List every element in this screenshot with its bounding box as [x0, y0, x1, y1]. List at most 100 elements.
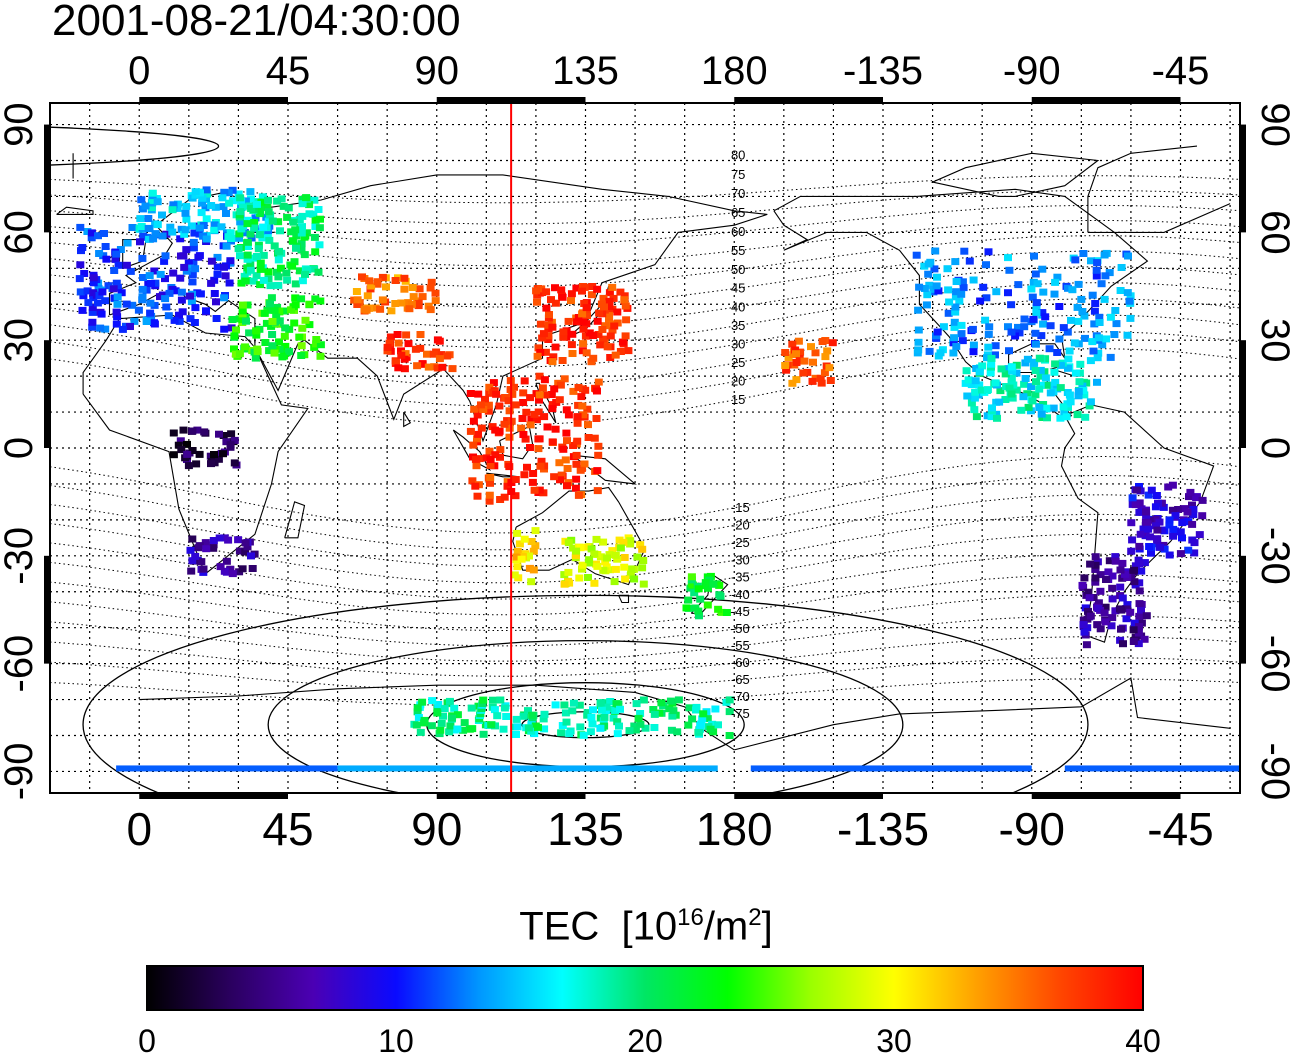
tec-point — [287, 306, 295, 314]
tec-point — [144, 215, 153, 222]
tec-point — [576, 466, 585, 474]
tec-point — [148, 196, 157, 204]
tec-point — [178, 308, 187, 316]
tec-point — [1038, 309, 1047, 317]
frame-bar-bottom — [734, 793, 883, 799]
tec-point — [1135, 508, 1144, 516]
tec-point — [600, 303, 608, 311]
tec-point — [471, 482, 480, 490]
tec-point — [393, 331, 402, 338]
tec-point — [560, 375, 569, 383]
tec-point — [173, 204, 182, 212]
tec-point — [78, 244, 87, 251]
tec-point — [96, 324, 105, 332]
tec-point — [316, 297, 325, 305]
tec-point — [599, 566, 608, 574]
tec-point — [530, 486, 539, 494]
tec-point — [562, 429, 571, 437]
tec-point — [616, 288, 625, 296]
tec-point — [1017, 406, 1026, 414]
tec-point — [1140, 635, 1149, 643]
tec-point — [489, 379, 498, 387]
tec-point — [243, 238, 252, 246]
tec-point — [474, 430, 482, 438]
tec-point — [551, 299, 560, 307]
tec-point — [627, 565, 636, 573]
tec-point — [1008, 367, 1017, 375]
tec-point — [247, 234, 256, 242]
tec-point — [257, 198, 266, 206]
tec-point — [796, 348, 805, 356]
tec-point — [601, 558, 610, 566]
tec-point — [292, 232, 301, 240]
tec-point — [499, 725, 508, 733]
tec-point — [569, 699, 578, 707]
tec-point — [564, 411, 573, 419]
tec-point — [177, 288, 186, 296]
lat-tick-label-right: -30 — [1253, 527, 1292, 585]
tec-point — [220, 567, 229, 575]
tec-point — [219, 432, 228, 439]
tec-point — [385, 339, 394, 347]
tec-point — [502, 713, 511, 720]
tec-point — [969, 341, 978, 349]
tec-point — [252, 327, 261, 335]
tec-point — [150, 301, 159, 309]
tec-point — [625, 727, 634, 735]
tec-data-points — [75, 186, 1240, 772]
tec-point — [113, 313, 122, 321]
tec-point — [593, 387, 601, 395]
tec-point — [809, 358, 817, 366]
tec-point — [149, 235, 158, 243]
tec-point — [1091, 578, 1100, 586]
tec-point — [696, 595, 705, 603]
colorbar-unit-exponent-2: 2 — [748, 904, 762, 931]
tec-point — [138, 293, 147, 301]
tec-point — [597, 706, 606, 714]
tec-point — [575, 701, 584, 709]
tec-point — [1021, 375, 1030, 382]
tec-point — [280, 307, 289, 315]
tec-point — [943, 265, 952, 273]
tec-point — [274, 218, 283, 226]
tec-point — [101, 243, 110, 250]
tec-point — [485, 491, 494, 499]
tec-point — [669, 707, 678, 715]
tec-point — [1056, 384, 1065, 392]
tec-point — [386, 333, 395, 341]
tec-point — [571, 484, 580, 492]
tec-point — [274, 281, 283, 289]
tec-point — [562, 718, 571, 726]
tec-point — [572, 318, 581, 326]
tec-point — [468, 477, 477, 485]
tec-point — [533, 298, 541, 306]
tec-point — [538, 289, 546, 296]
tec-point — [524, 707, 532, 715]
tec-point — [951, 258, 960, 266]
tec-point — [1031, 329, 1040, 337]
lon-tick-label-bottom: 90 — [411, 803, 462, 855]
tec-point — [291, 301, 300, 309]
tec-point — [170, 316, 179, 324]
tec-point — [1041, 374, 1050, 382]
tec-point — [611, 565, 620, 573]
tec-point — [473, 411, 482, 419]
tec-point — [540, 376, 549, 384]
tec-point — [188, 278, 197, 286]
tec-point — [93, 299, 102, 307]
tec-point — [300, 233, 309, 241]
tec-point — [487, 721, 496, 729]
tec-point — [247, 205, 256, 212]
tec-point — [230, 436, 239, 444]
tec-point — [1116, 566, 1125, 574]
tec-point — [80, 270, 89, 277]
lon-tick-label-top: -45 — [1152, 49, 1210, 93]
tec-point — [1195, 531, 1204, 539]
tec-point — [412, 721, 421, 729]
tec-point — [1076, 360, 1085, 368]
tec-point — [978, 362, 987, 370]
tec-point — [1066, 398, 1075, 406]
tec-point — [622, 316, 631, 324]
tec-point — [238, 307, 247, 315]
tec-point — [416, 728, 425, 736]
